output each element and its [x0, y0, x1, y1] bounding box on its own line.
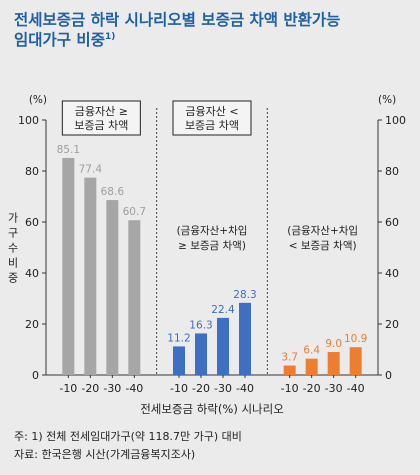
data-label: 28.3: [233, 289, 256, 301]
chart-bars: [62, 157, 362, 375]
title-footnote-marker: 1): [104, 31, 116, 42]
x-tick-label: -30: [103, 382, 121, 395]
title-line-2: 임대가구 비중: [14, 31, 105, 49]
data-label: 11.2: [167, 332, 190, 344]
y-tick-label-right: 40: [385, 267, 399, 280]
x-tick-label: -10: [59, 382, 77, 395]
footnotes: 주: 1) 전체 전세임대가구(약 118.7만 가구) 대비 자료: 한국은행…: [14, 428, 414, 464]
x-axis-label: 전세보증금 하락(%) 시나리오: [140, 402, 284, 416]
y-tick-label-left: 0: [32, 369, 39, 382]
bar: [173, 346, 185, 375]
title-line-1: 전세보증금 하락 시나리오별 보증금 차액 반환가능: [14, 11, 341, 29]
bar: [195, 333, 207, 375]
bar: [128, 220, 141, 375]
chart-labels: 85.1 -10 77.4 -20 68.6 -30 60.7 -40 11.2 -10 16.3 -…: [57, 144, 368, 395]
data-label: 60.7: [123, 206, 146, 218]
panel-sub-label-line: (금융자산+차입: [177, 224, 248, 237]
y-axis-label-char: 비: [8, 257, 18, 270]
chart-axes: 0 0 20 20 40 40 60 60 80 80 100 100 (%) (%) 가구수비중전세보증금…: [8, 94, 406, 416]
panel-label-box: [61, 100, 141, 136]
bar: [84, 177, 97, 375]
x-tick-label: -10: [170, 382, 188, 395]
y-tick-label-right: 20: [385, 318, 399, 331]
x-tick-label: -20: [192, 382, 210, 395]
x-tick-label: -30: [325, 382, 343, 395]
y-axis-label-char: 가: [8, 212, 18, 225]
bar: [239, 302, 251, 375]
y-axis-label-char: 구: [8, 227, 18, 240]
footnote-source: 자료: 한국은행 시산(가계금융복지조사): [14, 448, 196, 461]
y-tick-label-left: 40: [25, 267, 39, 280]
panel-sub-label-line: ≥ 보증금 차액): [178, 240, 246, 252]
y-tick-label-right: 100: [385, 114, 406, 127]
x-tick-label: -40: [125, 382, 143, 395]
bar: [305, 358, 318, 375]
data-label: 22.4: [211, 304, 235, 316]
data-label: 85.1: [57, 144, 80, 156]
panel-label-line: 보증금 차액: [185, 119, 239, 132]
footnote-note: 주: 1) 전체 전세임대가구(약 118.7만 가구) 대비: [14, 430, 242, 443]
y-tick-label-right: 60: [385, 216, 399, 229]
panel-sub-label-line: < 보증금 차액): [289, 240, 357, 252]
data-label: 68.6: [101, 186, 125, 198]
bar: [349, 347, 362, 375]
y-axis-label-char: 중: [8, 272, 18, 285]
x-tick-label: -20: [81, 382, 99, 395]
bar: [62, 157, 75, 375]
data-label: 77.4: [79, 164, 103, 176]
y-tick-label-right: 0: [385, 369, 392, 382]
panel-label-line: 보증금 차액: [74, 119, 128, 132]
y-tick-label-left: 100: [18, 114, 39, 127]
bar-chart: 0 0 20 20 40 40 60 60 80 80 100 100 (%) (%) 가구수비중전세보증금…: [8, 94, 406, 416]
bar: [283, 365, 296, 375]
panel-label-box: [172, 100, 252, 136]
panel-label-line: 금융자산 <: [185, 105, 238, 118]
data-label: 9.0: [325, 338, 342, 350]
x-tick-label: -40: [236, 382, 254, 395]
y-tick-label-left: 60: [25, 216, 39, 229]
panel-label-line: 금융자산 ≥: [75, 105, 128, 118]
x-tick-label: -10: [281, 382, 299, 395]
bar: [217, 317, 229, 375]
x-tick-label: -40: [347, 382, 365, 395]
y-unit-left: (%): [29, 94, 47, 106]
y-tick-label-left: 20: [25, 318, 39, 331]
data-label: 3.7: [281, 352, 298, 364]
panel-sub-label-line: (금융자산+차입: [287, 224, 358, 237]
data-label: 16.3: [189, 319, 212, 331]
y-unit-right: (%): [378, 94, 396, 106]
chart-title: 전세보증금 하락 시나리오별 보증금 차액 반환가능 임대가구 비중1): [14, 10, 414, 50]
data-label: 10.9: [344, 333, 367, 345]
y-axis-label-char: 수: [8, 242, 18, 255]
bar: [106, 200, 119, 375]
y-tick-label-left: 80: [25, 165, 39, 178]
y-tick-label-right: 80: [385, 165, 399, 178]
data-label: 6.4: [303, 345, 320, 357]
bar: [327, 352, 340, 375]
x-tick-label: -30: [214, 382, 232, 395]
x-tick-label: -20: [303, 382, 321, 395]
